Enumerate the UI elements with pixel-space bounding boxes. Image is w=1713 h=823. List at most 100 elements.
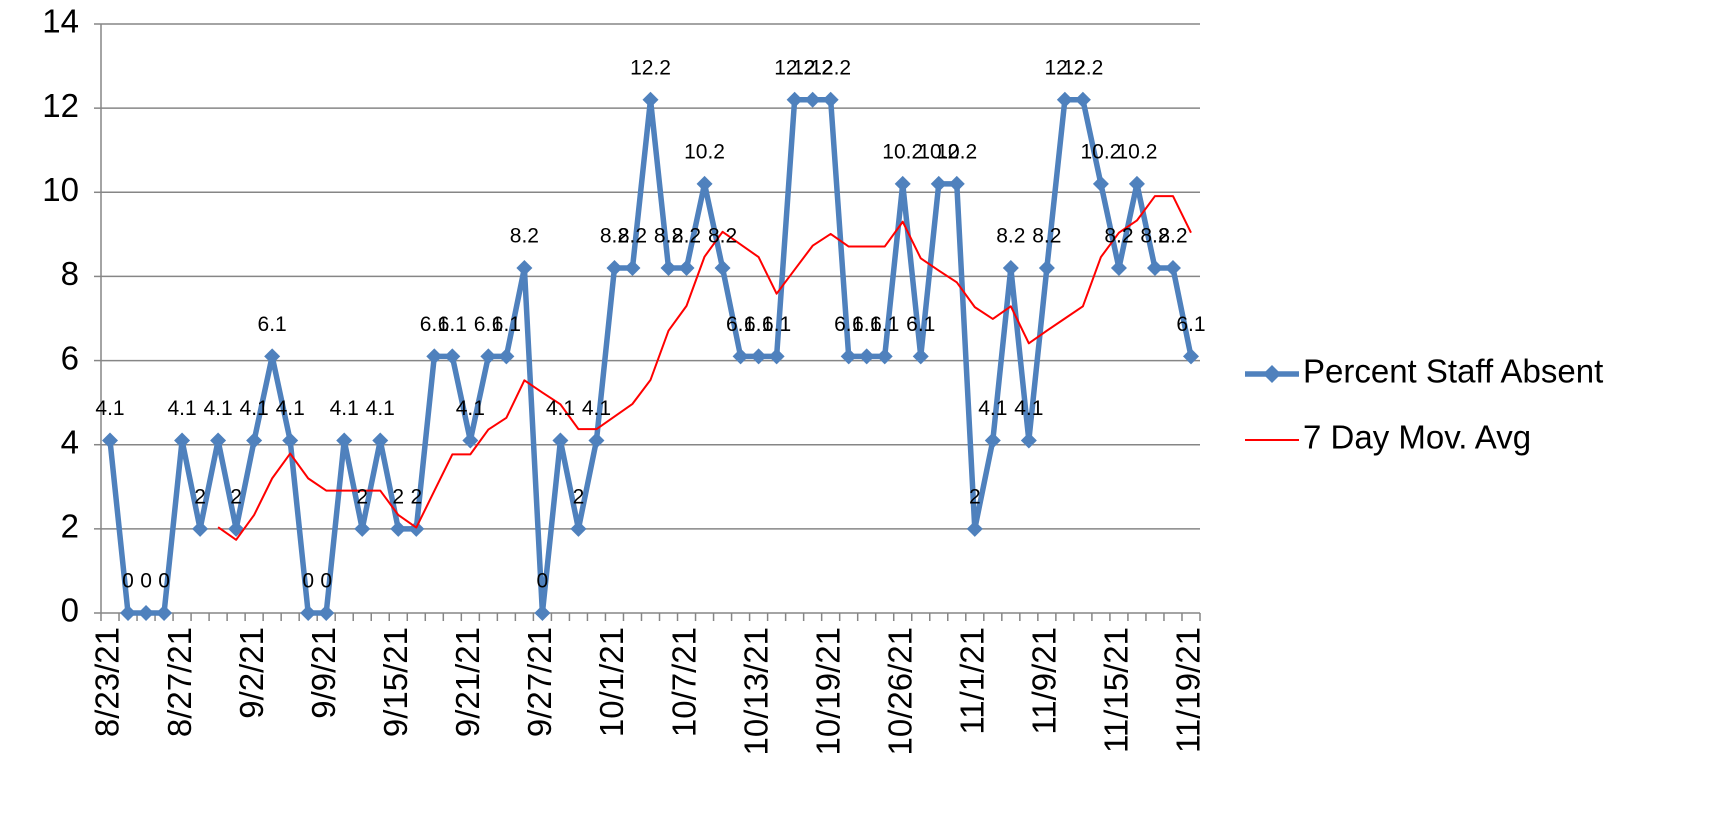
legend: Percent Staff Absent 7 Day Mov. Avg bbox=[1245, 353, 1603, 456]
data-label: 4.1 bbox=[240, 397, 269, 420]
data-label: 4.1 bbox=[1014, 397, 1043, 420]
point-marker bbox=[426, 348, 443, 365]
x-tick-label: 11/9/21 bbox=[1026, 627, 1063, 735]
data-label: 0 bbox=[302, 570, 314, 593]
y-tick-label: 4 bbox=[61, 423, 79, 460]
data-label: 10.2 bbox=[684, 140, 725, 163]
data-label: 6.1 bbox=[744, 313, 773, 336]
point-marker bbox=[390, 520, 407, 537]
axes bbox=[94, 23, 1201, 621]
point-marker bbox=[210, 432, 227, 449]
point-marker bbox=[804, 91, 821, 108]
data-label: 6.1 bbox=[834, 313, 863, 336]
data-label: 2 bbox=[392, 485, 404, 508]
data-label: 6.1 bbox=[474, 313, 503, 336]
point-marker bbox=[894, 175, 911, 192]
point-marker bbox=[1056, 91, 1073, 108]
point-marker bbox=[372, 432, 389, 449]
point-marker bbox=[462, 432, 479, 449]
point-marker bbox=[552, 432, 569, 449]
x-tick-label: 9/9/21 bbox=[305, 627, 342, 719]
data-label: 10.2 bbox=[918, 140, 959, 163]
point-marker bbox=[1128, 175, 1145, 192]
data-label: 12.2 bbox=[1044, 56, 1085, 79]
point-marker bbox=[696, 175, 713, 192]
data-label: 6.1 bbox=[762, 313, 791, 336]
point-marker bbox=[516, 260, 533, 277]
point-marker bbox=[318, 605, 335, 621]
legend-marker bbox=[1263, 365, 1281, 383]
data-label: 12.2 bbox=[810, 56, 851, 79]
data-label: 8.2 bbox=[600, 225, 629, 248]
data-label: 4.1 bbox=[366, 397, 395, 420]
y-tick-label: 14 bbox=[42, 3, 79, 40]
point-marker bbox=[336, 432, 353, 449]
point-marker bbox=[966, 520, 983, 537]
data-label: 12.2 bbox=[792, 56, 833, 79]
point-marker bbox=[840, 348, 857, 365]
data-label: 6.1 bbox=[870, 313, 899, 336]
data-label: 0 bbox=[140, 570, 152, 593]
data-label: 6.1 bbox=[906, 313, 935, 336]
data-label: 2 bbox=[230, 485, 242, 508]
legend-label: Percent Staff Absent bbox=[1303, 353, 1603, 390]
data-label: 2 bbox=[969, 485, 981, 508]
x-tick-label: 8/27/21 bbox=[161, 627, 198, 737]
data-label: 6.1 bbox=[726, 313, 755, 336]
point-marker bbox=[246, 432, 263, 449]
point-marker bbox=[642, 91, 659, 108]
point-marker bbox=[1092, 175, 1109, 192]
data-label: 8.2 bbox=[1104, 225, 1133, 248]
point-marker bbox=[1164, 260, 1181, 277]
x-tick-label: 10/7/21 bbox=[665, 627, 702, 737]
x-tick-label: 9/2/21 bbox=[233, 627, 270, 719]
y-tick-label: 10 bbox=[42, 171, 79, 208]
point-marker bbox=[1110, 260, 1127, 277]
data-label: 8.2 bbox=[996, 225, 1025, 248]
data-label: 0 bbox=[537, 570, 549, 593]
point-marker bbox=[1002, 260, 1019, 277]
point-marker bbox=[174, 432, 191, 449]
point-marker bbox=[678, 260, 695, 277]
data-label: 10.2 bbox=[882, 140, 923, 163]
data-label: 6.1 bbox=[492, 313, 521, 336]
point-marker bbox=[1038, 260, 1055, 277]
point-marker bbox=[858, 348, 875, 365]
data-label: 2 bbox=[194, 485, 206, 508]
x-tick-label: 10/13/21 bbox=[737, 627, 774, 755]
point-marker bbox=[660, 260, 677, 277]
x-tick-label: 9/27/21 bbox=[521, 627, 558, 737]
point-marker bbox=[984, 432, 1001, 449]
point-marker bbox=[948, 175, 965, 192]
data-label: 4.1 bbox=[330, 397, 359, 420]
marks bbox=[102, 91, 1199, 621]
data-label: 4.1 bbox=[456, 397, 485, 420]
data-label: 0 bbox=[158, 570, 170, 593]
point-marker bbox=[1182, 348, 1199, 365]
data-label: 8.2 bbox=[1140, 225, 1169, 248]
labels: 0 2 4 6 8 10 12 14 8/23/21 8/27/21 9/2/21 9/9/21 9/1… bbox=[42, 3, 1206, 756]
data-label: 2 bbox=[410, 485, 422, 508]
x-tick-label: 9/21/21 bbox=[449, 627, 486, 737]
point-marker bbox=[876, 348, 893, 365]
point-marker bbox=[282, 432, 299, 449]
point-marker bbox=[300, 605, 317, 621]
point-marker bbox=[138, 605, 155, 621]
x-tick-label: 10/19/21 bbox=[809, 627, 846, 755]
point-marker bbox=[588, 432, 605, 449]
point-marker bbox=[822, 91, 839, 108]
data-label: 8.2 bbox=[618, 225, 647, 248]
data-label: 6.1 bbox=[1176, 313, 1205, 336]
point-marker bbox=[570, 520, 587, 537]
point-marker bbox=[768, 348, 785, 365]
point-marker bbox=[786, 91, 803, 108]
data-label: 4.1 bbox=[978, 397, 1007, 420]
data-label: 8.2 bbox=[654, 225, 683, 248]
data-label: 4.1 bbox=[582, 397, 611, 420]
data-label: 4.1 bbox=[167, 397, 196, 420]
data-label: 6.1 bbox=[420, 313, 449, 336]
y-tick-label: 2 bbox=[61, 508, 79, 545]
y-tick-label: 0 bbox=[61, 592, 79, 629]
point-marker bbox=[120, 605, 137, 621]
data-label: 0 bbox=[320, 570, 332, 593]
